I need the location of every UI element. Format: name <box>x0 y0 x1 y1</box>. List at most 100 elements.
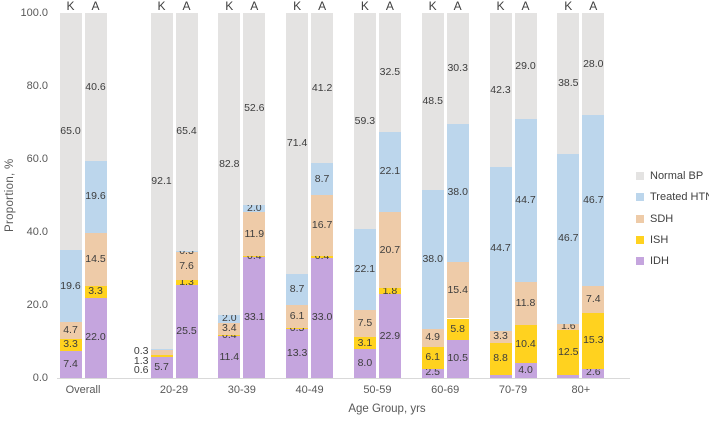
data-label: 19.6 <box>60 279 81 292</box>
bar-segment-normal-bp <box>489 13 512 168</box>
bar-group-letter: K <box>66 0 75 13</box>
bar-segment-treated-htn <box>84 161 107 233</box>
data-label: 7.5 <box>357 317 373 330</box>
bar-group-letter: A <box>521 0 530 13</box>
data-label: 38.5 <box>558 76 579 89</box>
bar-segment-sdh <box>446 262 469 319</box>
data-label: 46.7 <box>583 193 604 206</box>
data-label: 38.0 <box>447 186 468 199</box>
data-label: 8.0 <box>357 356 373 369</box>
bar-segment-idh <box>84 297 107 378</box>
bar-group-letter: K <box>157 0 166 13</box>
bar-group-letter: A <box>453 0 462 13</box>
data-label: 19.6 <box>85 190 106 203</box>
bar-segment-treated-htn <box>286 273 309 306</box>
bar-segment-normal-bp <box>84 13 107 162</box>
bar-segment-ish <box>421 346 444 369</box>
data-label: 32.5 <box>379 65 401 78</box>
bar-segment-idh <box>378 294 401 378</box>
data-label: 8.7 <box>289 282 305 295</box>
bar-segment-ish <box>582 312 605 369</box>
bar-segment-idh <box>311 257 334 378</box>
bar-segment-idh <box>421 368 444 378</box>
bar-segment-treated-htn <box>218 315 241 323</box>
bar-segment-sdh <box>421 328 444 347</box>
x-tick-label: 50-59 <box>363 384 392 396</box>
bar-segment-idh <box>243 257 266 378</box>
bar-segment-ish <box>84 285 107 298</box>
legend-label: Treated HTN <box>650 191 709 204</box>
bar-segment-sdh <box>59 321 82 339</box>
data-label: 22.1 <box>379 165 401 178</box>
data-label: 25.5 <box>176 324 197 337</box>
bar-segment-normal-bp <box>311 13 334 164</box>
data-label: 2.6 <box>585 365 601 378</box>
x-tick-label: 60-69 <box>431 384 460 396</box>
bar-segment-ish <box>557 329 580 376</box>
bar-segment-sdh <box>353 310 376 338</box>
data-label: 40.6 <box>85 80 106 93</box>
bar-segment-idh <box>218 336 241 378</box>
bar-segment-treated-htn <box>59 250 82 322</box>
bar-segment-treated-htn <box>489 167 512 331</box>
data-label: 33.1 <box>244 311 265 324</box>
bar-group-letter: K <box>428 0 437 13</box>
bar-segment-treated-htn <box>514 119 537 283</box>
data-label-outside: 0.6 <box>133 363 149 376</box>
legend-item-treated-htn: Treated HTN <box>636 191 709 203</box>
legend-swatch-icon <box>636 214 644 223</box>
data-label: 52.6 <box>244 102 265 115</box>
bar-group-letter: K <box>293 0 302 13</box>
data-label: 46.7 <box>558 232 579 245</box>
legend-item-ish: ISH <box>636 234 668 246</box>
x-tick-label: 40-49 <box>295 384 324 396</box>
bar-segment-idh <box>582 368 605 378</box>
data-label: 30.3 <box>447 61 468 74</box>
bar-group-letter: K <box>564 0 573 13</box>
legend-item-sdh: SDH <box>636 213 673 225</box>
data-label: 10.5 <box>447 352 468 365</box>
data-label: 42.3 <box>490 83 511 96</box>
data-label: 22.0 <box>85 331 106 344</box>
bar-segment-normal-bp <box>286 13 309 274</box>
y-tick-label: 20.0 <box>26 299 48 311</box>
y-tick-label: 60.0 <box>26 153 48 165</box>
bar-segment-sdh <box>150 350 173 355</box>
data-label: 8.8 <box>493 352 508 365</box>
bar-segment-sdh <box>378 212 401 288</box>
bar-segment-ish <box>311 256 334 258</box>
bar-segment-ish <box>489 342 512 375</box>
bar-group-letter: A <box>182 0 191 13</box>
y-tick-label: 0.0 <box>32 372 48 384</box>
legend-label: Normal BP <box>650 170 704 182</box>
data-label: 7.4 <box>585 292 601 305</box>
bar-group-letter: A <box>91 0 100 13</box>
bar-segment-idh <box>489 374 512 378</box>
legend-label: IDH <box>650 255 669 268</box>
bar-segment-sdh <box>557 323 580 330</box>
bar-segment-idh <box>446 339 469 378</box>
data-label: 7.4 <box>63 357 78 370</box>
bar-segment-idh <box>59 350 82 378</box>
bar-segment-idh <box>514 363 537 378</box>
bar-segment-idh <box>175 284 198 378</box>
bar-segment-normal-bp <box>175 12 198 252</box>
bar-segment-sdh <box>582 285 605 313</box>
bar-group-letter: A <box>589 0 598 13</box>
bar-segment-normal-bp <box>421 13 444 191</box>
legend-swatch-icon <box>636 235 644 244</box>
bar-segment-sdh <box>311 195 334 257</box>
bar-segment-sdh <box>84 232 107 286</box>
bar-segment-idh <box>150 357 173 378</box>
bar-segment-ish <box>378 287 401 295</box>
legend-label: SDH <box>650 212 674 225</box>
y-tick-label: 100.0 <box>20 7 48 19</box>
data-label: 2.0 <box>246 202 262 215</box>
bar-segment-treated-htn <box>311 163 334 196</box>
data-label: 3.3 <box>493 330 508 343</box>
bar-segment-normal-bp <box>218 13 241 316</box>
data-label: 15.4 <box>447 283 468 296</box>
data-label: 20.7 <box>379 243 401 256</box>
bar-segment-normal-bp <box>59 13 82 251</box>
bar-segment-ish <box>218 334 241 337</box>
